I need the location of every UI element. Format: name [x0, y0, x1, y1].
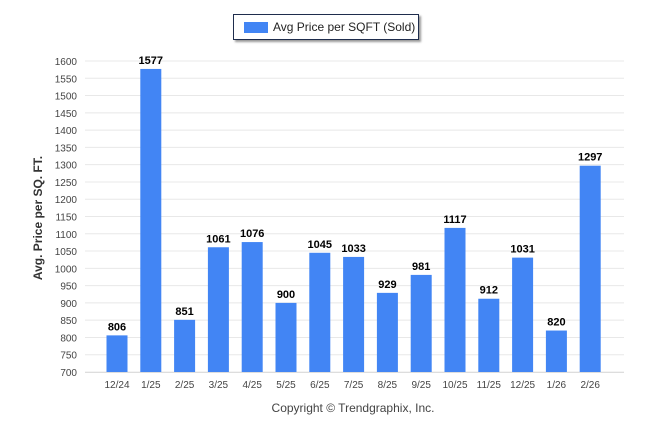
legend-swatch: [244, 21, 268, 33]
data-label: 806: [108, 321, 126, 333]
bar: [207, 247, 229, 372]
data-label: 900: [277, 289, 295, 301]
x-tick-label: 11/25: [477, 380, 502, 391]
y-tick-label: 1500: [55, 92, 78, 103]
y-tick-label: 1600: [55, 57, 78, 68]
x-tick-label: 9/25: [411, 380, 431, 391]
data-label: 1033: [341, 243, 365, 255]
x-tick-label: 12/25: [510, 380, 535, 391]
bar: [410, 274, 432, 372]
bar: [241, 242, 263, 372]
y-axis-label: Avg. Price per SQ. FT.: [31, 156, 45, 280]
data-label: 1076: [240, 228, 264, 240]
data-label: 1061: [206, 233, 230, 245]
y-tick-label: 850: [60, 316, 77, 327]
y-tick-label: 700: [60, 368, 77, 379]
data-label: 1031: [510, 244, 534, 256]
y-tick-label: 1550: [55, 74, 78, 85]
x-tick-label: 6/25: [310, 380, 330, 391]
data-label: 981: [412, 261, 430, 273]
x-tick-label: 8/25: [378, 380, 398, 391]
bar: [376, 292, 398, 372]
bar: [174, 319, 196, 372]
y-tick-label: 1450: [55, 109, 78, 120]
y-tick-label: 800: [60, 333, 77, 344]
data-label: 929: [378, 279, 396, 291]
y-tick-label: 1150: [55, 213, 77, 224]
x-tick-label: 4/25: [242, 380, 262, 391]
bar: [140, 68, 162, 372]
x-tick-label: 2/25: [175, 380, 195, 391]
y-tick-label: 1400: [55, 126, 78, 137]
x-tick-label: 5/25: [276, 380, 296, 391]
bar: [545, 330, 567, 372]
bar: [106, 335, 128, 372]
y-tick-label: 1200: [55, 195, 78, 206]
data-label: 1045: [308, 239, 332, 251]
x-tick-label: 7/25: [344, 380, 364, 391]
y-tick-label: 1100: [55, 230, 77, 241]
data-label: 912: [480, 285, 498, 297]
bar: [444, 227, 466, 372]
x-tick-label: 10/25: [442, 380, 467, 391]
y-tick-label: 1250: [55, 178, 78, 189]
y-tick-label: 950: [60, 282, 77, 293]
data-label: 1577: [139, 55, 163, 67]
bar: [275, 302, 297, 372]
y-tick-label: 1350: [55, 143, 78, 154]
y-tick-label: 1000: [55, 264, 78, 275]
x-tick-label: 1/25: [141, 380, 161, 391]
y-tick-label: 1300: [55, 161, 78, 172]
data-label: 851: [175, 306, 193, 318]
data-label: 1117: [443, 214, 466, 226]
x-tick-label: 3/25: [209, 380, 229, 391]
x-tick-label: 1/26: [547, 380, 567, 391]
y-tick-label: 1050: [55, 247, 78, 258]
data-label: 1297: [578, 152, 602, 164]
copyright-footer: Copyright © Trendgraphix, Inc.: [272, 401, 435, 415]
x-tick-label: 12/24: [104, 380, 129, 391]
y-tick-label: 900: [60, 299, 77, 310]
legend: Avg Price per SQFT (Sold): [233, 14, 419, 40]
bar: [478, 298, 500, 372]
bar: [579, 165, 601, 372]
y-tick-label: 750: [60, 351, 77, 362]
data-label: 820: [547, 317, 565, 329]
bar: [512, 257, 534, 372]
bar: [309, 252, 331, 372]
x-tick-label: 2/26: [580, 380, 600, 391]
legend-label: Avg Price per SQFT (Sold): [273, 20, 416, 34]
bar: [343, 256, 365, 372]
